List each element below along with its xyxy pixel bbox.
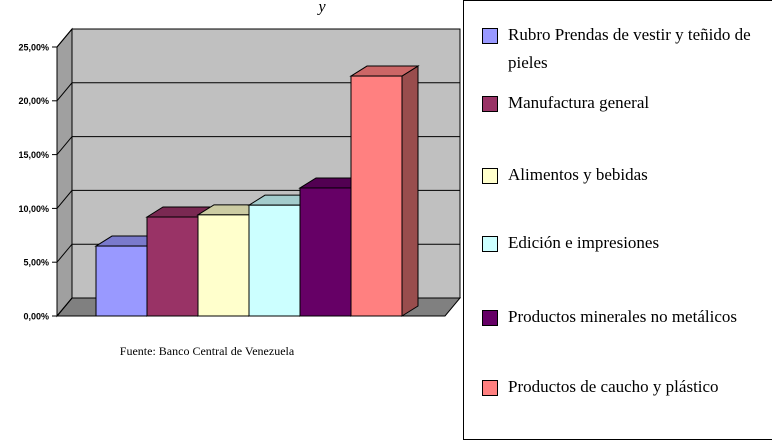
legend-swatch (482, 168, 498, 184)
legend-swatch (482, 380, 498, 396)
chart-title: y (316, 0, 326, 16)
legend-swatch (482, 28, 498, 44)
legend-label: Manufactura general (508, 93, 650, 112)
source-note: Fuente: Banco Central de Venezuela (120, 344, 295, 358)
grid-line (56, 28, 460, 48)
bar-side (401, 65, 419, 317)
legend-label: Rubro Prendas de vestir y teñido de piel… (508, 25, 751, 72)
legend-item: Edición e impresiones (482, 229, 772, 257)
legend-swatch (482, 236, 498, 252)
legend: Rubro Prendas de vestir y teñido de piel… (463, 0, 772, 440)
bar (95, 245, 148, 317)
legend-item: Productos minerales no metálicos (482, 303, 772, 331)
legend-swatch (482, 310, 498, 326)
y-tick-label: 25,00% (18, 42, 49, 52)
y-tick-label: 15,00% (18, 150, 49, 160)
legend-label: Edición e impresiones (508, 233, 660, 252)
legend-swatch (482, 96, 498, 112)
side-wall (56, 27, 73, 318)
y-tick-label: 5,00% (23, 258, 49, 268)
bar (197, 214, 250, 317)
legend-label: Alimentos y bebidas (508, 165, 648, 184)
bar (248, 204, 301, 317)
chart: y Fuente: Banco Central de Venezuela 0,0… (18, 0, 462, 358)
grid-line (56, 82, 460, 102)
grid-line (56, 136, 460, 155)
y-tick-label: 10,00% (18, 204, 49, 214)
legend-item: Manufactura general (482, 89, 772, 117)
legend-item: Productos de caucho y plástico (482, 373, 772, 401)
bar (350, 75, 403, 317)
bar (146, 216, 199, 317)
bar (299, 187, 352, 317)
y-tick-label: 0,00% (23, 311, 49, 321)
legend-item: Rubro Prendas de vestir y teñido de piel… (482, 21, 772, 77)
legend-label: Productos de caucho y plástico (508, 377, 719, 396)
legend-item: Alimentos y bebidas (482, 161, 772, 189)
legend-label: Productos minerales no metálicos (508, 307, 737, 326)
y-tick-label: 20,00% (18, 96, 49, 106)
